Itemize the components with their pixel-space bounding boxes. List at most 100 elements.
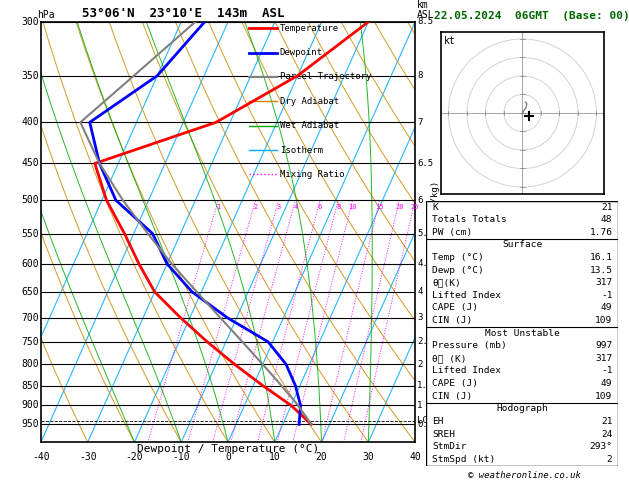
Text: Temp (°C): Temp (°C) <box>432 253 484 262</box>
Text: Surface: Surface <box>503 241 542 249</box>
Text: 7: 7 <box>417 118 423 127</box>
Text: kt: kt <box>444 36 456 47</box>
X-axis label: Dewpoint / Temperature (°C): Dewpoint / Temperature (°C) <box>137 444 319 453</box>
Text: 600: 600 <box>21 259 39 269</box>
Text: CAPE (J): CAPE (J) <box>432 303 478 312</box>
Text: 4.5: 4.5 <box>417 260 433 268</box>
Text: 1: 1 <box>216 204 221 209</box>
Text: 8: 8 <box>336 204 340 209</box>
Text: Pressure (mb): Pressure (mb) <box>432 341 507 350</box>
Text: Isotherm: Isotherm <box>280 146 323 155</box>
Text: 750: 750 <box>21 337 39 347</box>
Text: 2: 2 <box>417 360 423 369</box>
Text: 3: 3 <box>417 313 423 322</box>
Text: SREH: SREH <box>432 430 455 438</box>
Text: 109: 109 <box>595 392 613 401</box>
Text: θᴇ (K): θᴇ (K) <box>432 354 467 363</box>
Text: -30: -30 <box>79 451 96 462</box>
Text: Parcel Trajectory: Parcel Trajectory <box>280 72 371 82</box>
Text: 8.5: 8.5 <box>417 17 433 26</box>
Text: 800: 800 <box>21 359 39 369</box>
Text: 30: 30 <box>362 451 374 462</box>
Text: 6: 6 <box>417 196 423 205</box>
Text: CIN (J): CIN (J) <box>432 316 472 325</box>
Text: 6.5: 6.5 <box>417 159 433 168</box>
Text: 24: 24 <box>601 430 613 438</box>
Text: 13.5: 13.5 <box>589 265 613 275</box>
Text: 40: 40 <box>409 451 421 462</box>
Text: 997: 997 <box>595 341 613 350</box>
Text: 2.5: 2.5 <box>417 337 433 347</box>
Text: 0.5: 0.5 <box>417 420 433 429</box>
FancyBboxPatch shape <box>426 201 618 466</box>
Text: Mixing Ratio: Mixing Ratio <box>280 170 344 179</box>
Text: 53°06'N  23°10'E  143m  ASL: 53°06'N 23°10'E 143m ASL <box>82 7 284 20</box>
Text: 10: 10 <box>269 451 281 462</box>
Text: Totals Totals: Totals Totals <box>432 215 507 224</box>
Text: CIN (J): CIN (J) <box>432 392 472 401</box>
Text: 10: 10 <box>348 204 357 209</box>
Text: 6: 6 <box>318 204 322 209</box>
Text: -40: -40 <box>32 451 50 462</box>
Text: 317: 317 <box>595 354 613 363</box>
Text: 15: 15 <box>376 204 384 209</box>
Text: K: K <box>432 203 438 211</box>
Text: 1.5: 1.5 <box>417 381 433 390</box>
Text: 317: 317 <box>595 278 613 287</box>
Text: 5.5: 5.5 <box>417 229 433 238</box>
Text: Mixing Ratio (g/kg): Mixing Ratio (g/kg) <box>431 181 440 283</box>
Text: 21: 21 <box>601 203 613 211</box>
Text: 49: 49 <box>601 303 613 312</box>
Text: θᴇ(K): θᴇ(K) <box>432 278 461 287</box>
Text: 109: 109 <box>595 316 613 325</box>
Text: Temperature: Temperature <box>280 24 339 33</box>
Text: StmDir: StmDir <box>432 442 467 451</box>
Text: -1: -1 <box>601 291 613 300</box>
Text: 49: 49 <box>601 379 613 388</box>
Text: 1.76: 1.76 <box>589 228 613 237</box>
Text: Hodograph: Hodograph <box>496 404 548 413</box>
Text: 8: 8 <box>417 71 423 80</box>
Text: 350: 350 <box>21 70 39 81</box>
Text: 450: 450 <box>21 158 39 169</box>
Text: 25: 25 <box>411 204 420 209</box>
Text: LCL: LCL <box>417 416 433 425</box>
Text: CAPE (J): CAPE (J) <box>432 379 478 388</box>
Text: 2: 2 <box>607 455 613 464</box>
Text: PW (cm): PW (cm) <box>432 228 472 237</box>
Text: 1: 1 <box>417 401 423 410</box>
Text: km
ASL: km ASL <box>417 0 435 20</box>
Text: EH: EH <box>432 417 443 426</box>
Text: 300: 300 <box>21 17 39 27</box>
Text: 4: 4 <box>293 204 298 209</box>
Text: Dry Adiabat: Dry Adiabat <box>280 97 339 106</box>
Text: 22.05.2024  06GMT  (Base: 00): 22.05.2024 06GMT (Base: 00) <box>433 11 629 21</box>
Text: Lifted Index: Lifted Index <box>432 291 501 300</box>
Text: Dewpoint: Dewpoint <box>280 48 323 57</box>
Text: 400: 400 <box>21 117 39 127</box>
Text: 293°: 293° <box>589 442 613 451</box>
Text: 950: 950 <box>21 419 39 429</box>
Text: -1: -1 <box>601 366 613 376</box>
Text: Wet Adiabat: Wet Adiabat <box>280 121 339 130</box>
Text: 2: 2 <box>253 204 258 209</box>
Text: 3: 3 <box>276 204 281 209</box>
Text: 21: 21 <box>601 417 613 426</box>
Text: 500: 500 <box>21 195 39 205</box>
Text: 48: 48 <box>601 215 613 224</box>
Text: -20: -20 <box>126 451 143 462</box>
Text: 4: 4 <box>417 287 423 296</box>
Text: 20: 20 <box>395 204 404 209</box>
Text: Lifted Index: Lifted Index <box>432 366 501 376</box>
Text: 900: 900 <box>21 400 39 411</box>
Text: 850: 850 <box>21 381 39 391</box>
Text: 0: 0 <box>225 451 231 462</box>
Text: -10: -10 <box>172 451 190 462</box>
Text: Most Unstable: Most Unstable <box>485 329 560 338</box>
Text: hPa: hPa <box>37 10 55 20</box>
Text: StmSpd (kt): StmSpd (kt) <box>432 455 496 464</box>
Text: 20: 20 <box>316 451 328 462</box>
Text: 650: 650 <box>21 287 39 297</box>
Text: © weatheronline.co.uk: © weatheronline.co.uk <box>467 471 581 480</box>
Text: 550: 550 <box>21 228 39 239</box>
